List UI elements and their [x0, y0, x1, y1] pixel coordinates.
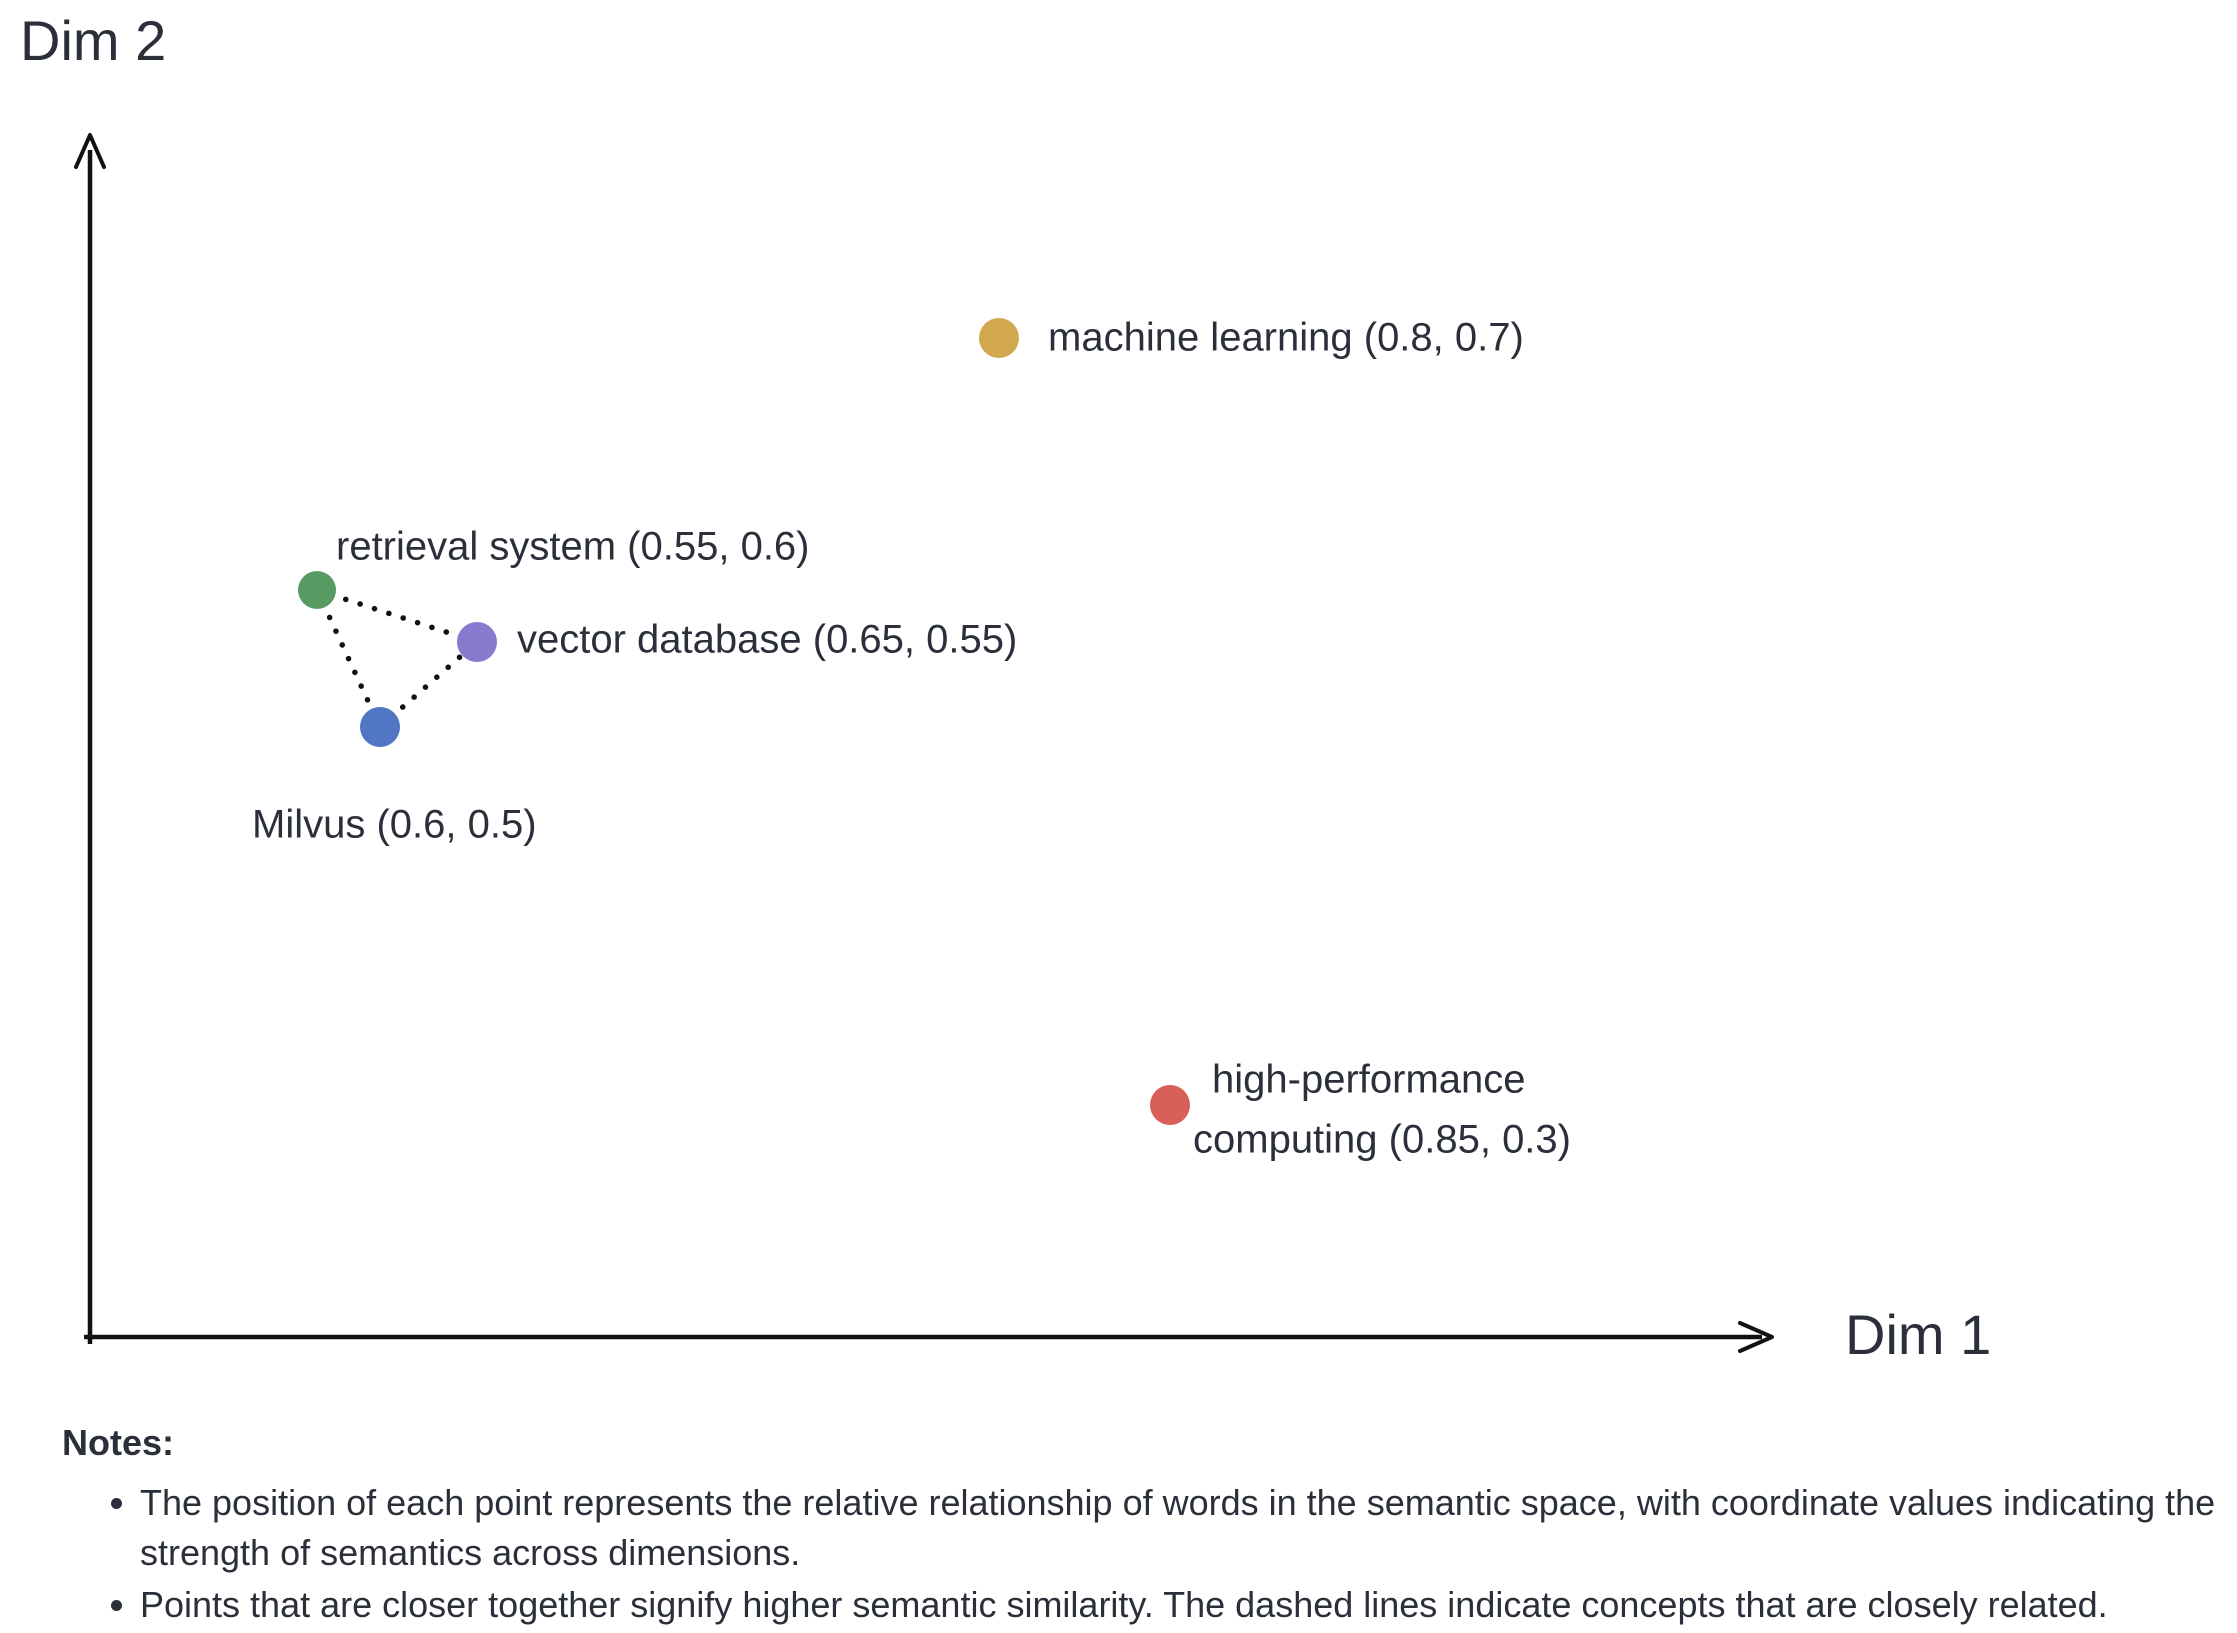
connection-milvus--vector-database — [377, 639, 480, 730]
notes-section: Notes: The position of each point repres… — [62, 1418, 2222, 1632]
notes-title: Notes: — [62, 1422, 175, 1463]
point-dot-retrieval-system — [298, 571, 336, 609]
connections-layer — [314, 587, 480, 730]
point-label-high-performance-computing-line2: computing (0.85, 0.3) — [1193, 1117, 1571, 1162]
point-dot-high-performance-computing — [1150, 1085, 1190, 1125]
point-dot-vector-database — [457, 622, 497, 662]
dots-layer — [298, 318, 1190, 1125]
note-item: Points that are closer together signify … — [140, 1580, 2222, 1630]
point-dot-machine-learning — [979, 318, 1019, 358]
point-label-vector-database: vector database (0.65, 0.55) — [517, 617, 1018, 662]
notes-list: The position of each point represents th… — [62, 1478, 2222, 1630]
point-label-retrieval-system: retrieval system (0.55, 0.6) — [336, 524, 810, 569]
point-label-high-performance-computing-line1: high-performance — [1212, 1057, 1526, 1102]
point-dot-milvus — [360, 707, 400, 747]
y-axis-arrowhead — [74, 133, 106, 169]
point-label-machine-learning: machine learning (0.8, 0.7) — [1048, 315, 1524, 360]
connection-retrieval-system--milvus — [314, 587, 383, 730]
x-axis-label: Dim 1 — [1845, 1303, 1992, 1366]
connection-retrieval-system--vector-database — [314, 587, 480, 645]
point-label-milvus: Milvus (0.6, 0.5) — [252, 802, 537, 847]
y-axis-label: Dim 2 — [20, 9, 167, 72]
x-axis-arrowhead — [1738, 1321, 1774, 1353]
note-item: The position of each point represents th… — [140, 1478, 2222, 1578]
